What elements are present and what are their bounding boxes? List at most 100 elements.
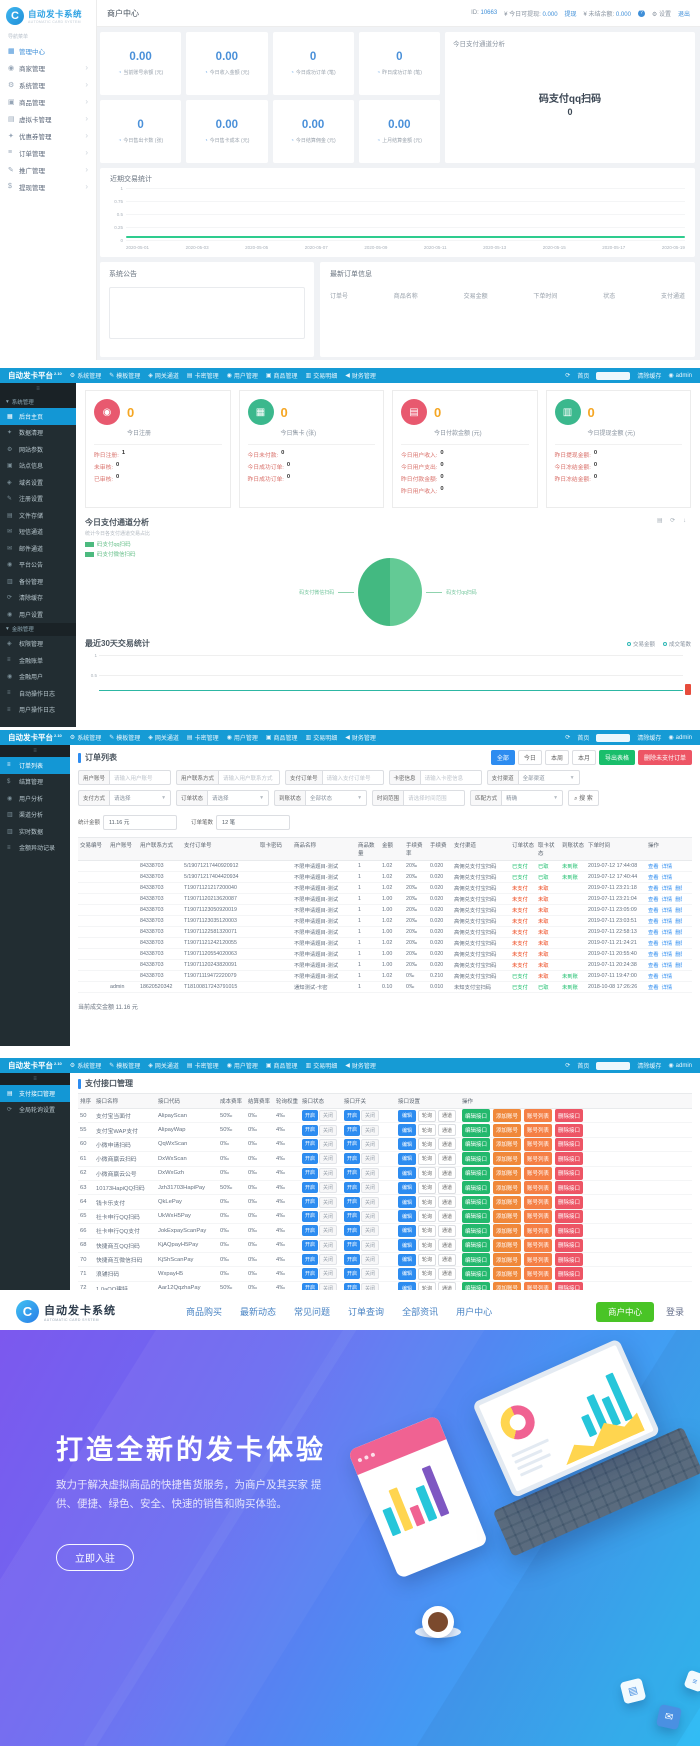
filter-input[interactable]: 请输入支付订单号 bbox=[321, 770, 384, 785]
sidebar-group-header[interactable]: ▾ 金融管理 bbox=[0, 622, 76, 636]
help-icon[interactable]: ? bbox=[637, 9, 645, 17]
toggle-on[interactable]: 开启 bbox=[302, 1282, 319, 1290]
toggle-on[interactable]: 开启 bbox=[302, 1239, 319, 1251]
username-pill[interactable] bbox=[596, 1061, 631, 1070]
setting-button-编辑[interactable]: 编辑 bbox=[398, 1181, 417, 1194]
action-link-删除[interactable]: 删除 bbox=[675, 918, 682, 925]
table-row[interactable]: 65 社卡申行QQ扫码 UkWxH5Pay 0‰ 0‰ 4‰ 开启 关闭 开启 关闭 编辑 轮询 通道编… bbox=[78, 1209, 692, 1225]
table-row[interactable]: 68 快捷商互QQ扫码 KjAQpayH5Pay 0‰ 0‰ 4‰ 开启 关闭 开启 关闭 编辑 轮询… bbox=[78, 1238, 692, 1253]
clear-cache-link[interactable]: 清除缓存 bbox=[637, 1064, 662, 1070]
op-button-删除接口[interactable]: 删除接口 bbox=[555, 1166, 584, 1180]
nav-item[interactable]: ▤ 卡密管理 bbox=[187, 371, 219, 380]
search-button[interactable]: ⌕ 搜 索 bbox=[568, 790, 599, 806]
setting-button-通道[interactable]: 通道 bbox=[438, 1152, 457, 1165]
switch-toggle[interactable]: 开启 关闭 bbox=[344, 1282, 380, 1290]
sidebar-item[interactable]: ≡ 订单列表 bbox=[0, 757, 70, 774]
op-button-账号列表[interactable]: 账号列表 bbox=[524, 1209, 553, 1223]
setting-button-编辑[interactable]: 编辑 bbox=[398, 1267, 417, 1280]
switch-off[interactable]: 关闭 bbox=[361, 1239, 380, 1251]
op-button-账号列表[interactable]: 账号列表 bbox=[524, 1281, 553, 1290]
action-link-详情[interactable]: 详情 bbox=[661, 885, 673, 892]
action-link-详情[interactable]: 详情 bbox=[661, 962, 673, 969]
setting-button-通道[interactable]: 通道 bbox=[438, 1181, 457, 1194]
home-link[interactable]: 首页 bbox=[577, 736, 590, 742]
switch-toggle[interactable]: 开启 关闭 bbox=[344, 1196, 380, 1208]
chart-toolbox-icons[interactable]: ▤ ⟳ ↓ bbox=[656, 518, 689, 524]
nav-link-常见问题[interactable]: 常见问题 bbox=[294, 1307, 331, 1317]
sidebar-item[interactable]: ▥ 渠道分析 bbox=[0, 807, 70, 824]
sidebar-group-header[interactable]: ▾ 系统管理 bbox=[0, 395, 76, 408]
sidebar-item[interactable]: ◈ 权限管理 bbox=[0, 636, 76, 653]
switch-off[interactable]: 关闭 bbox=[361, 1225, 380, 1237]
table-row[interactable]: 84338703 T19071120243820091 不限申请题目-测试 1 1.00… bbox=[78, 960, 692, 971]
switch-toggle[interactable]: 开启 关闭 bbox=[344, 1153, 380, 1165]
action-link-删除[interactable]: 删除 bbox=[675, 962, 682, 969]
table-row[interactable]: 62 小微商赢云公号 DxWxGzh 0‰ 0‰ 4‰ 开启 关闭 开启 关闭 编辑 轮询 通道 编辑接口… bbox=[78, 1166, 692, 1181]
op-button-账号列表[interactable]: 账号列表 bbox=[524, 1181, 553, 1195]
op-button-删除接口[interactable]: 删除接口 bbox=[555, 1209, 584, 1223]
setting-button-编辑[interactable]: 编辑 bbox=[398, 1253, 417, 1266]
op-button-删除接口[interactable]: 删除接口 bbox=[555, 1253, 584, 1267]
op-button-账号列表[interactable]: 账号列表 bbox=[524, 1166, 553, 1180]
op-button-账号列表[interactable]: 账号列表 bbox=[524, 1123, 553, 1137]
switch-off[interactable]: 关闭 bbox=[361, 1196, 380, 1208]
sidebar-item[interactable]: ◉ 平台公告 bbox=[0, 557, 76, 574]
toggle-on[interactable]: 开启 bbox=[302, 1182, 319, 1194]
toggle-off[interactable]: 关闭 bbox=[319, 1196, 338, 1208]
nav-item[interactable]: ▥ 交易明细 bbox=[306, 371, 338, 380]
status-toggle[interactable]: 开启 关闭 bbox=[302, 1167, 338, 1179]
toggle-on[interactable]: 开启 bbox=[302, 1124, 319, 1136]
brand-title[interactable]: 自动发卡平台2.10 bbox=[8, 1060, 62, 1071]
switch-off[interactable]: 关闭 bbox=[361, 1167, 380, 1179]
switch-toggle[interactable]: 开启 关闭 bbox=[344, 1138, 380, 1150]
filter-input[interactable]: 请输入用户账号 bbox=[109, 770, 172, 785]
action-link-删除[interactable]: 删除 bbox=[675, 885, 682, 892]
switch-toggle[interactable]: 开启 关闭 bbox=[344, 1182, 380, 1194]
setting-button-轮询[interactable]: 轮询 bbox=[418, 1224, 437, 1237]
switch-off[interactable]: 关闭 bbox=[361, 1124, 380, 1136]
sidebar-item[interactable]: ⚙ 网站参数 bbox=[0, 441, 76, 458]
table-row[interactable]: 84338703 5/19071217404420934 不限申请题目-测试 1 1.0… bbox=[78, 872, 692, 883]
sidebar-collapse-bar[interactable]: ≡ bbox=[0, 383, 76, 395]
nav-item[interactable]: ◈ 网关通道 bbox=[148, 1061, 179, 1070]
settings-button[interactable]: ⚙ 设置 bbox=[651, 11, 671, 18]
legend-item[interactable]: 交易金额 bbox=[626, 640, 655, 648]
user-menu[interactable]: ◉ admin bbox=[668, 372, 692, 380]
op-button-添加账号[interactable]: 添加账号 bbox=[493, 1281, 522, 1290]
op-button-删除接口[interactable]: 删除接口 bbox=[555, 1152, 584, 1166]
brand-title[interactable]: 自动发卡平台2.10 bbox=[8, 732, 62, 743]
table-row[interactable]: 50 支付宝当面付 AlipayScan 50‰ 0‰ 4‰ 开启 关闭 开启 关闭 编辑 轮询 通道编… bbox=[78, 1109, 692, 1124]
setting-button-编辑[interactable]: 编辑 bbox=[398, 1109, 417, 1122]
action-link-查看[interactable]: 查看 bbox=[648, 863, 659, 870]
filter-select[interactable]: 精确 ▼ bbox=[501, 790, 564, 806]
merchant-center-button[interactable]: 商户中心 bbox=[595, 1301, 654, 1322]
nav-link-用户中心[interactable]: 用户中心 bbox=[456, 1307, 493, 1317]
switch-toggle[interactable]: 开启 关闭 bbox=[344, 1254, 380, 1266]
action-link-查看[interactable]: 查看 bbox=[648, 940, 659, 947]
sidebar-item[interactable]: ⟳ 清除缓存 bbox=[0, 590, 76, 607]
nav-item[interactable]: ▥ 交易明细 bbox=[306, 1061, 338, 1070]
refresh-icon[interactable]: ⟳ bbox=[565, 1063, 571, 1069]
setting-button-轮询[interactable]: 轮询 bbox=[418, 1196, 437, 1209]
table-row[interactable]: 64 钱卡乐支付 QkLePay 0‰ 0‰ 4‰ 开启 关闭 开启 关闭 编辑 轮询 通道 编辑接口 添加… bbox=[78, 1195, 692, 1210]
toggle-off[interactable]: 关闭 bbox=[319, 1254, 338, 1266]
setting-button-通道[interactable]: 通道 bbox=[438, 1196, 457, 1209]
delete-unpaid-button[interactable]: 删除未支付订单 bbox=[637, 750, 692, 765]
toggle-off[interactable]: 关闭 bbox=[319, 1182, 338, 1194]
op-button-添加账号[interactable]: 添加账号 bbox=[493, 1109, 522, 1123]
status-toggle[interactable]: 开启 关闭 bbox=[302, 1182, 338, 1194]
setting-button-通道[interactable]: 通道 bbox=[438, 1253, 457, 1266]
op-button-添加账号[interactable]: 添加账号 bbox=[493, 1123, 522, 1137]
refresh-icon[interactable]: ⟳ bbox=[565, 735, 571, 741]
filter-input[interactable]: 请输入用户联系方式 bbox=[218, 770, 281, 785]
op-button-删除接口[interactable]: 删除接口 bbox=[555, 1195, 584, 1209]
toggle-off[interactable]: 关闭 bbox=[319, 1124, 338, 1136]
op-button-账号列表[interactable]: 账号列表 bbox=[524, 1238, 553, 1252]
toggle-off[interactable]: 关闭 bbox=[319, 1225, 338, 1237]
refresh-icon[interactable]: ⟳ bbox=[565, 373, 571, 379]
switch-on[interactable]: 开启 bbox=[344, 1138, 361, 1150]
nav-item[interactable]: ▥ 交易明细 bbox=[306, 733, 338, 742]
op-button-编辑接口[interactable]: 编辑接口 bbox=[462, 1123, 491, 1137]
action-link-查看[interactable]: 查看 bbox=[648, 984, 659, 991]
filter-select[interactable]: 全部渠道 ▼ bbox=[517, 770, 580, 785]
